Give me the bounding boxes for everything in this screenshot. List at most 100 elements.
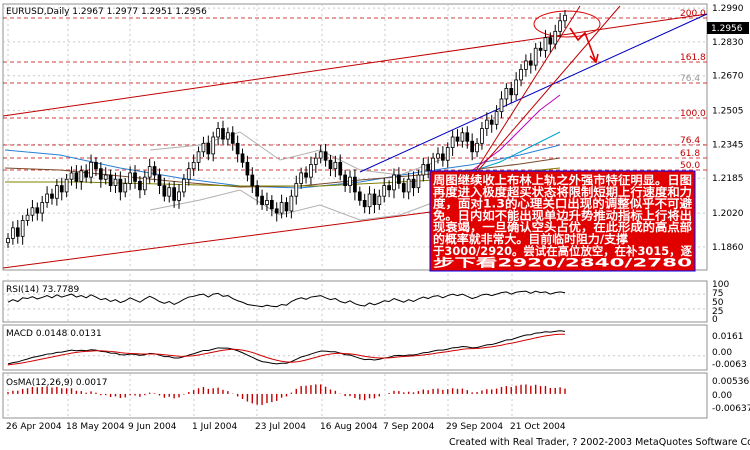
candle xyxy=(157,168,162,195)
candle-body xyxy=(35,207,40,214)
candle-body xyxy=(338,161,343,176)
candle-body xyxy=(348,176,352,186)
candle-body xyxy=(279,202,284,214)
candle xyxy=(265,192,269,211)
candle xyxy=(245,155,250,182)
candle xyxy=(377,189,382,210)
moving-average-blue xyxy=(4,144,561,189)
candle xyxy=(519,64,523,87)
candle-body xyxy=(98,168,103,180)
candle xyxy=(284,197,289,218)
candle xyxy=(436,147,440,164)
price-tick-label: 1.2185 xyxy=(712,174,744,184)
candle-body xyxy=(260,195,264,206)
annotation-line: 免。日内如不能出现单边升势推动指标上行将出 xyxy=(433,208,692,222)
candle xyxy=(470,133,475,161)
candle xyxy=(108,169,113,192)
candle-body xyxy=(484,119,489,129)
candle xyxy=(186,162,191,186)
candle xyxy=(201,136,206,158)
candle-body xyxy=(382,185,387,197)
candle-body xyxy=(475,142,479,153)
time-tick-label: 21 Oct 2004 xyxy=(510,422,566,432)
candle-body xyxy=(59,185,64,193)
candle xyxy=(162,177,167,202)
candle xyxy=(45,186,49,208)
candle xyxy=(79,165,84,190)
candle xyxy=(98,162,103,188)
candle-body xyxy=(211,136,216,155)
candle-body xyxy=(509,88,514,96)
fan-line-2 xyxy=(469,5,621,181)
candle-body xyxy=(489,119,494,125)
indicator-layer xyxy=(7,290,566,405)
macd-signal-line xyxy=(7,333,565,366)
candle xyxy=(450,130,455,157)
candle-body xyxy=(357,191,362,201)
candle xyxy=(274,202,279,222)
candle-body xyxy=(206,142,211,155)
candle-body xyxy=(103,174,108,180)
candle-body xyxy=(465,132,470,142)
annotation-line: 步下看2920/2840/2780 xyxy=(433,256,692,270)
candle xyxy=(543,29,548,58)
candle-body xyxy=(323,151,328,161)
candle-body xyxy=(445,147,450,161)
candle-body xyxy=(113,178,118,186)
top-ellipse xyxy=(533,10,601,38)
candle xyxy=(147,158,152,184)
candle xyxy=(528,53,533,74)
candle-body xyxy=(191,161,196,170)
candle xyxy=(538,41,543,57)
candle xyxy=(406,172,411,200)
candle-body xyxy=(25,214,30,221)
candle-body xyxy=(196,151,201,163)
candle xyxy=(221,120,225,145)
trendline-blue xyxy=(359,13,708,173)
price-tick-label: 1.2505 xyxy=(712,107,744,117)
candle-body xyxy=(69,172,74,180)
macd-title: MACD 0.0148 0.0131 xyxy=(6,329,102,339)
candle-body xyxy=(304,172,308,178)
candle-body xyxy=(397,174,401,184)
fib-label: 76.4 xyxy=(680,136,700,146)
candle xyxy=(113,172,118,193)
candle xyxy=(103,167,108,185)
candle-body xyxy=(245,161,250,176)
candle xyxy=(138,176,142,199)
candle xyxy=(421,157,426,182)
rsi-line xyxy=(7,290,566,308)
candle-body xyxy=(289,195,294,212)
candle xyxy=(304,166,308,184)
candle xyxy=(206,135,211,161)
candle-body xyxy=(274,208,279,214)
candle-body xyxy=(431,157,435,172)
price-tick-label: 1.2830 xyxy=(712,38,744,48)
candle-body xyxy=(377,195,382,206)
candle-body xyxy=(133,172,137,182)
bollinger-upper xyxy=(149,131,441,176)
candle-body xyxy=(416,174,421,189)
credit-text: Created with Real Trader, ? 2002-2003 Me… xyxy=(449,437,750,448)
candle xyxy=(411,171,416,197)
macd-main-line xyxy=(7,330,566,365)
candle-body xyxy=(543,37,548,51)
candle-body xyxy=(353,176,357,193)
candle xyxy=(94,157,98,177)
candle-body xyxy=(55,185,59,199)
candle-body xyxy=(387,185,391,191)
candle xyxy=(489,114,494,133)
candle-body xyxy=(401,183,406,193)
candle xyxy=(123,178,128,198)
candle xyxy=(69,166,74,186)
candle xyxy=(15,220,20,244)
candle-body xyxy=(455,136,460,142)
candle-body xyxy=(152,166,157,176)
candle-body xyxy=(142,176,147,191)
candle xyxy=(387,180,391,198)
annotation-line: 周图继续收上布林上轨之外强市特征明显。日图 xyxy=(433,173,692,187)
time-tick-label: 7 Sep 2004 xyxy=(383,422,435,432)
candle-body xyxy=(255,185,260,197)
candle-body xyxy=(250,174,255,186)
candle-body xyxy=(558,20,562,32)
